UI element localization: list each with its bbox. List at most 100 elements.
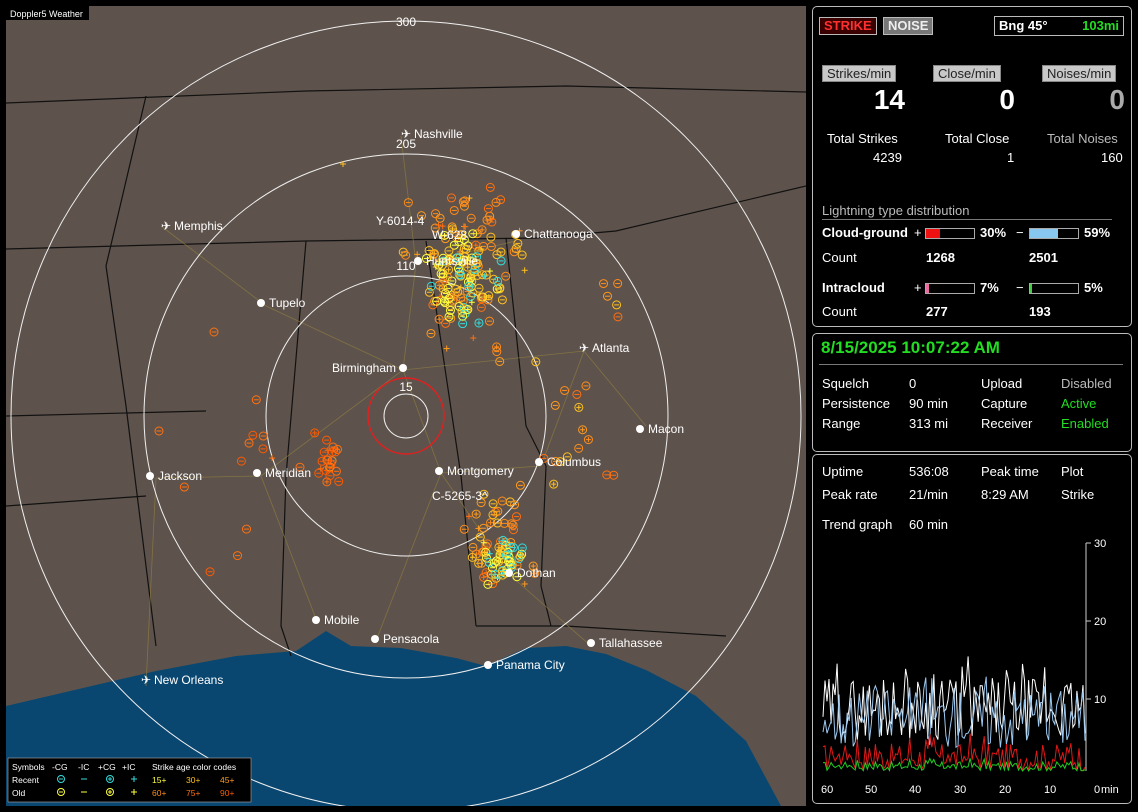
- strike-symbol: [461, 244, 471, 254]
- noises-per-min-header: Noises/min: [1042, 65, 1117, 82]
- city-tallahassee[interactable]: Tallahassee: [587, 636, 663, 650]
- strike-symbol: [512, 572, 522, 582]
- strikes-per-min-header: Strikes/min: [822, 65, 897, 82]
- city-dot-icon: [636, 425, 644, 433]
- capture-status: Active: [1061, 396, 1097, 411]
- city-pensacola[interactable]: Pensacola: [371, 632, 439, 646]
- strike-symbol: [314, 468, 324, 478]
- strike-symbol: [574, 443, 584, 453]
- close-range-ring: [367, 377, 445, 455]
- strike-symbol: [521, 267, 528, 274]
- strike-symbol: [427, 254, 434, 261]
- city-dot-icon: [484, 661, 492, 669]
- strike-symbol: [492, 518, 502, 528]
- persistence-label: Persistence: [822, 396, 890, 411]
- strike-symbol: [334, 476, 344, 486]
- city-name: Columbus: [547, 455, 601, 469]
- strike-symbol: [495, 356, 505, 366]
- strike-symbol: [530, 568, 540, 578]
- city-name: Tupelo: [269, 296, 306, 310]
- strike-symbol: [431, 209, 441, 219]
- city-dothan[interactable]: Dothan: [505, 566, 556, 580]
- strike-symbol: [581, 381, 591, 391]
- city-new-orleans[interactable]: ✈ New Orleans: [141, 673, 223, 687]
- strike-symbol: [528, 561, 538, 571]
- ic-positive-percent: 7%: [980, 280, 999, 295]
- cell-label: C-5265-3^: [432, 489, 488, 503]
- strike-symbol: [487, 563, 497, 573]
- strike-symbol: [488, 510, 498, 520]
- city-tupelo[interactable]: Tupelo: [257, 296, 306, 310]
- city-nashville[interactable]: ✈ Nashville: [401, 127, 463, 141]
- city-panama-city[interactable]: Panama City: [484, 658, 565, 672]
- city-huntsville[interactable]: Huntsville: [414, 254, 478, 268]
- strike-symbol: [477, 225, 487, 235]
- strike-symbol: [481, 273, 488, 280]
- strike-symbol: [468, 229, 478, 239]
- strike-symbol: [438, 253, 448, 263]
- airport-icon: ✈: [141, 673, 151, 687]
- city-montgomery[interactable]: Montgomery: [435, 464, 514, 478]
- strike-symbol: [449, 240, 459, 250]
- strike-symbol: [435, 213, 445, 223]
- strike-symbol: [486, 518, 496, 528]
- strike-symbol: [333, 444, 343, 454]
- strike-symbol: [458, 197, 468, 207]
- strike-symbol: [474, 246, 484, 256]
- city-dot-icon: [535, 458, 543, 466]
- legend-type-header: +IC: [122, 762, 135, 772]
- strike-mode-button[interactable]: STRIKE: [819, 17, 877, 35]
- city-name: Panama City: [496, 658, 565, 672]
- receiver-status: Enabled: [1061, 416, 1109, 431]
- strike-symbol: [430, 223, 440, 233]
- city-atlanta[interactable]: ✈ Atlanta: [579, 341, 630, 355]
- city-dot-icon: [587, 639, 595, 647]
- radar-map[interactable]: 300 205 110 15 ✈ Nashville✈ MemphisChattan…: [6, 6, 806, 806]
- strike-symbol: [432, 264, 439, 271]
- strike-symbol: [464, 281, 474, 291]
- strike-symbol: [241, 524, 251, 534]
- strike-symbol: [613, 312, 623, 322]
- strike-symbol: [434, 314, 444, 324]
- graph-x-tick: 50: [865, 784, 877, 796]
- strike-symbol: [609, 470, 619, 480]
- trend-graph: 30 20 10 0 min 60 50 40 30 20 10: [821, 538, 1119, 796]
- strike-symbol: [493, 276, 503, 286]
- strike-symbol: [453, 253, 463, 263]
- legend-age-30: 30+: [186, 775, 200, 785]
- city-mobile[interactable]: Mobile: [312, 613, 360, 627]
- cg-negative-percent: 59%: [1084, 225, 1111, 240]
- strike-symbol: [483, 204, 493, 214]
- strike-symbol: [258, 444, 268, 454]
- strike-symbol: [474, 318, 484, 328]
- strike-symbol: [429, 249, 439, 259]
- noise-mode-button[interactable]: NOISE: [883, 17, 934, 35]
- city-jackson[interactable]: Jackson: [146, 469, 202, 483]
- airport-icon: ✈: [401, 127, 411, 141]
- city-memphis[interactable]: ✈ Memphis: [161, 219, 223, 233]
- strike-symbol: [463, 305, 473, 315]
- peak-time-value: 8:29 AM: [981, 487, 1029, 502]
- ring-label-300: 300: [396, 15, 416, 29]
- strike-symbol: [501, 271, 511, 281]
- status-box: 8/15/2025 10:07:22 AM Squelch 0 Upload D…: [812, 333, 1132, 452]
- city-macon[interactable]: Macon: [636, 422, 684, 436]
- ic-negative-count: 193: [1029, 304, 1051, 319]
- graph-x-tick: 10: [1044, 784, 1056, 796]
- strike-symbol: [549, 479, 559, 489]
- strike-symbol: [489, 216, 496, 223]
- strike-symbol: [497, 295, 507, 305]
- strike-symbol: [476, 498, 486, 508]
- strike-symbol: [465, 513, 472, 520]
- city-meridian[interactable]: Meridian: [253, 466, 311, 480]
- strike-symbol: [458, 319, 468, 329]
- city-birmingham[interactable]: Birmingham: [332, 361, 407, 375]
- strike-symbol: [499, 518, 509, 528]
- strike-symbol: [613, 279, 623, 289]
- city-chattanooga[interactable]: Chattanooga: [512, 227, 593, 241]
- strike-symbol: [449, 205, 459, 215]
- strike-symbol: [517, 250, 527, 260]
- city-dot-icon: [414, 257, 422, 265]
- strike-symbol: [447, 276, 457, 286]
- city-columbus[interactable]: Columbus: [535, 455, 601, 469]
